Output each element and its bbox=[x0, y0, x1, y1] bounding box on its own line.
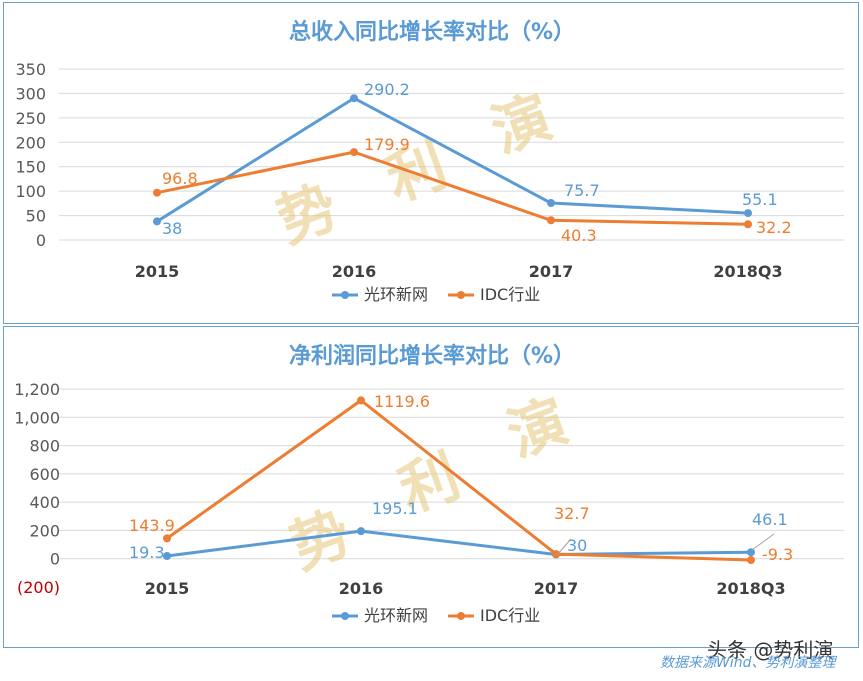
leader-line bbox=[556, 538, 572, 556]
legend-label: IDC行业 bbox=[480, 606, 540, 625]
data-label: 143.9 bbox=[129, 516, 175, 535]
x-category-label: 2016 bbox=[332, 262, 377, 281]
y-tick-label: 50 bbox=[26, 207, 46, 226]
x-category-label: 2017 bbox=[529, 262, 574, 281]
watermark-char: 势 bbox=[269, 172, 347, 256]
legend-marker bbox=[341, 291, 349, 299]
y-tick-label: 200 bbox=[15, 133, 46, 152]
data-label: 55.1 bbox=[742, 190, 778, 209]
y-tick-label: 0 bbox=[36, 231, 46, 250]
y-tick-label: 350 bbox=[15, 60, 46, 79]
watermark-char: 演 bbox=[483, 82, 561, 166]
data-point bbox=[163, 534, 171, 543]
y-tick-label: 150 bbox=[15, 158, 46, 177]
data-point bbox=[163, 551, 171, 560]
y-tick-label: 0 bbox=[50, 550, 60, 569]
series-line-1 bbox=[156, 150, 749, 226]
data-label: 96.8 bbox=[162, 169, 198, 188]
data-label: 30 bbox=[567, 536, 587, 555]
data-point bbox=[357, 396, 365, 405]
data-point bbox=[744, 209, 752, 218]
y-tick-label: 250 bbox=[15, 109, 46, 128]
legend-marker bbox=[341, 612, 349, 620]
y-tick-label: 800 bbox=[29, 437, 60, 456]
data-point bbox=[350, 148, 358, 157]
x-category-label: 2016 bbox=[339, 579, 384, 598]
chart-title: 净利润同比增长率对比（%） bbox=[289, 343, 575, 369]
data-point bbox=[747, 556, 755, 565]
data-label: 32.7 bbox=[554, 504, 590, 523]
data-label: 1119.6 bbox=[374, 392, 430, 411]
data-label: 179.9 bbox=[364, 135, 410, 154]
data-point bbox=[744, 220, 752, 229]
legend-label: 光环新网 bbox=[364, 606, 428, 625]
data-label: 46.1 bbox=[752, 510, 788, 529]
data-label: 19.3 bbox=[129, 543, 165, 562]
series-line-0 bbox=[166, 529, 752, 558]
brand-label: 头条 @势利演 bbox=[707, 638, 834, 662]
revenue-growth-svg: 总收入同比增长率对比（%） 350 300 250 200 150 100 50 0 2015 20… bbox=[15, 19, 844, 304]
data-label: 195.1 bbox=[372, 499, 418, 518]
x-category-label: 2017 bbox=[534, 579, 579, 598]
data-point bbox=[153, 217, 161, 226]
data-label: 75.7 bbox=[564, 181, 600, 200]
data-label: 38 bbox=[162, 219, 182, 238]
data-point bbox=[357, 527, 365, 536]
y-tick-label: 100 bbox=[15, 182, 46, 201]
x-category-label: 2015 bbox=[145, 579, 190, 598]
data-point bbox=[547, 216, 555, 225]
x-category-label: 2018Q3 bbox=[716, 579, 785, 598]
data-point bbox=[153, 188, 161, 197]
legend-label: IDC行业 bbox=[480, 285, 540, 304]
data-label: 290.2 bbox=[364, 80, 410, 99]
data-label: -9.3 bbox=[762, 545, 793, 564]
y-tick-label: 600 bbox=[29, 465, 60, 484]
y-tick-label: 300 bbox=[15, 84, 46, 103]
legend-marker bbox=[457, 612, 465, 620]
legend-label: 光环新网 bbox=[364, 285, 428, 304]
data-point bbox=[350, 94, 358, 103]
watermark-char: 演 bbox=[499, 386, 577, 470]
x-category-label: 2015 bbox=[135, 262, 180, 281]
revenue-growth-chart: 总收入同比增长率对比（%） 350 300 250 200 150 100 50 0 2015 20… bbox=[3, 2, 859, 324]
chart-title: 总收入同比增长率对比（%） bbox=[289, 19, 575, 45]
data-label: 40.3 bbox=[561, 226, 597, 245]
x-category-label: 2018Q3 bbox=[713, 262, 782, 281]
y-tick-label: (200) bbox=[17, 578, 60, 597]
series-line-0 bbox=[156, 96, 749, 223]
profit-growth-svg: 净利润同比增长率对比（%） 1,200 1,000 800 600 400 200 0 (200… bbox=[14, 343, 844, 625]
source-note: 数据来源Wind、势利演整理 bbox=[660, 655, 836, 671]
y-tick-label: 200 bbox=[29, 521, 60, 540]
data-point bbox=[547, 199, 555, 208]
data-point bbox=[552, 550, 560, 559]
legend-marker bbox=[457, 291, 465, 299]
y-tick-label: 400 bbox=[29, 493, 60, 512]
leader-line bbox=[751, 533, 775, 551]
y-tick-label: 1,200 bbox=[14, 380, 60, 399]
series-line-1 bbox=[166, 398, 752, 562]
data-point bbox=[747, 548, 755, 557]
profit-growth-chart: 净利润同比增长率对比（%） 1,200 1,000 800 600 400 200 0 (200… bbox=[3, 326, 859, 648]
y-tick-label: 1,000 bbox=[14, 408, 60, 427]
data-label: 32.2 bbox=[756, 218, 792, 237]
